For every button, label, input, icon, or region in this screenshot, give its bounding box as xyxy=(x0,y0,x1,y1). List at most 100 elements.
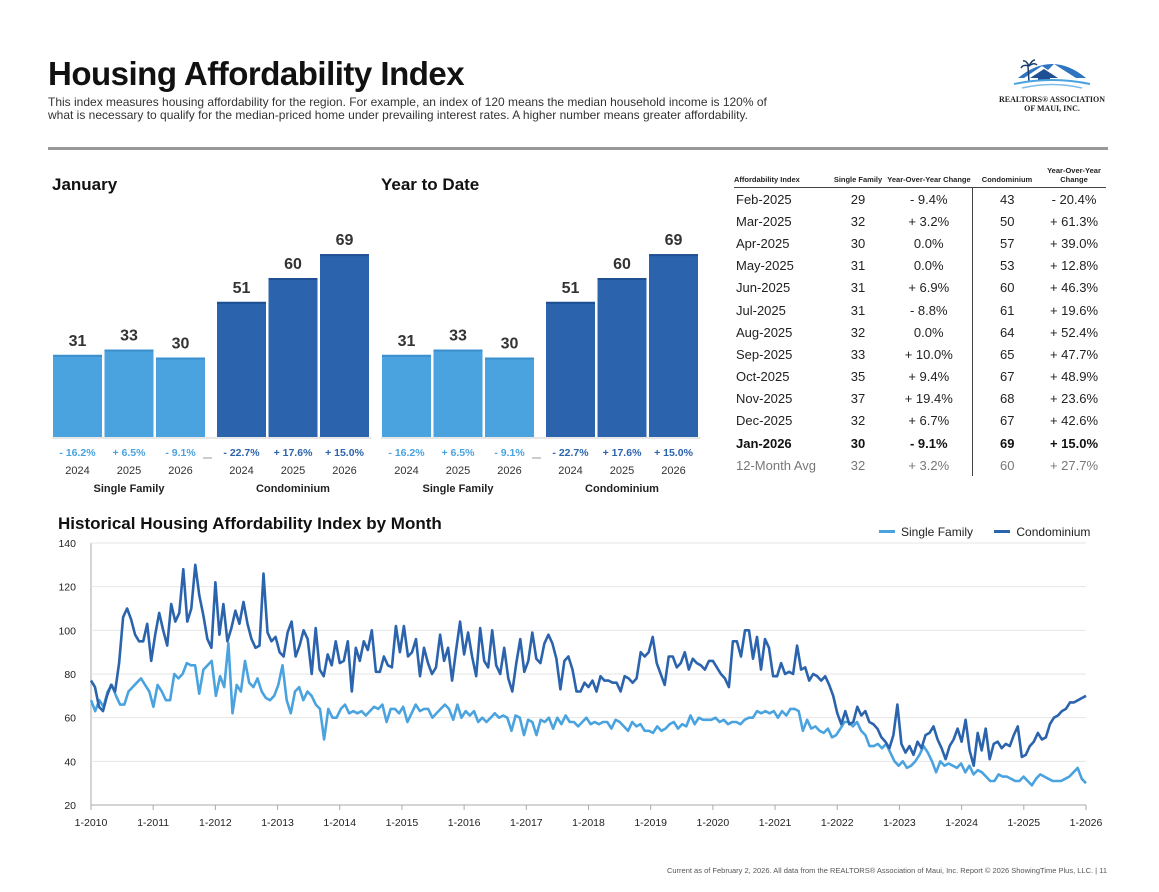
x-tick-label-1-2024: 1-2024 xyxy=(945,817,978,829)
cell-condominium: 65 xyxy=(1000,346,1015,362)
legend-swatch-condominium xyxy=(994,530,1011,533)
page-subtitle: This index measures housing affordabilit… xyxy=(48,95,767,122)
january-bar-single-family-2024 xyxy=(53,354,102,437)
y-tick-label-20: 20 xyxy=(64,800,76,812)
table-avg-row: 12-Month Avg 32 + 3.2% 60 + 27.7% xyxy=(734,454,1106,477)
cell-sf-change: + 6.9% xyxy=(886,276,973,299)
january-bar-cap-condominium-2026 xyxy=(320,254,369,257)
january-bar-condominium-2026 xyxy=(320,254,369,437)
series-line-condominium xyxy=(89,563,1087,767)
x-tick-label-1-2015: 1-2015 xyxy=(386,817,419,829)
ytd-bar-cap-condominium-2025 xyxy=(597,278,647,280)
header-divider xyxy=(48,147,1108,150)
ytd-bar-single-family-2026 xyxy=(485,357,534,437)
cell-single-family: 30 xyxy=(850,435,866,451)
cell-month: Apr-2025 xyxy=(736,235,790,251)
cell-condominium: 68 xyxy=(1000,391,1015,407)
logo-text-line1: REALTORS® ASSOCIATION xyxy=(999,95,1105,104)
ytd-year-label-single-family-2024: 2024 xyxy=(394,465,418,477)
cell-condo-change: + 12.8% xyxy=(1049,258,1099,274)
cell-condo-change: + 52.4% xyxy=(1049,324,1099,340)
january-bar-cap-condominium-2024 xyxy=(217,301,266,304)
january-change-label-condominium-2025: + 17.6% xyxy=(274,447,313,459)
page-footer: Current as of February 2, 2026. All data… xyxy=(666,866,1107,875)
cell-month: Jun-2025 xyxy=(736,280,791,296)
table-row: Feb-2025 29 - 9.4% 43 - 20.4% xyxy=(734,187,1106,211)
x-tick-label-1-2016: 1-2016 xyxy=(448,817,481,829)
y-tick-label-80: 80 xyxy=(64,669,76,681)
january-change-label-single-family-2025: + 6.5% xyxy=(113,447,147,459)
cell-single-family: 37 xyxy=(850,391,866,407)
cell-month: Sep-2025 xyxy=(736,346,793,362)
ytd-bar-condominium-2025 xyxy=(597,278,647,437)
january-bar-condominium-2025 xyxy=(268,278,318,437)
cell-sf-change: 0.0% xyxy=(886,254,973,277)
cell-sf-change: + 10.0% xyxy=(886,343,973,366)
ytd-bar-cap-single-family-2026 xyxy=(485,357,534,360)
january-bar-cap-single-family-2025 xyxy=(104,349,154,352)
cell-sf-change: + 19.4% xyxy=(886,387,973,410)
col-header-index: Affordability Index xyxy=(734,166,830,188)
ytd-year-label-single-family-2025: 2025 xyxy=(446,465,470,477)
january-change-label-single-family-2024: - 16.2% xyxy=(59,447,96,459)
table-row: Jun-2025 31 + 6.9% 60 + 46.3% xyxy=(734,276,1106,299)
ytd-value-label-condominium-2024: 51 xyxy=(562,280,580,297)
legend-single-family: Single Family xyxy=(879,525,973,539)
cell-month: Nov-2025 xyxy=(736,391,793,407)
ytd-value-label-single-family-2026: 30 xyxy=(501,336,519,353)
january-year-label-condominium-2025: 2025 xyxy=(281,465,305,477)
cell-single-family: 30 xyxy=(850,235,866,251)
cell-condo-change: - 20.4% xyxy=(1051,191,1097,207)
cell-condo-change: + 47.7% xyxy=(1049,346,1099,362)
january-value-label-condominium-2025: 60 xyxy=(284,256,302,273)
table-row: Jul-2025 31 - 8.8% 61 + 19.6% xyxy=(734,298,1106,322)
x-tick-label-1-2010: 1-2010 xyxy=(75,817,108,829)
january-bar-cap-single-family-2024 xyxy=(53,354,102,357)
cell-sf-change: + 3.2% xyxy=(886,454,973,477)
ytd-change-label-condominium-2025: + 17.6% xyxy=(603,447,642,459)
table-row: Apr-2025 30 0.0% 57 + 39.0% xyxy=(734,232,1106,255)
cell-sf-change: 0.0% xyxy=(886,232,973,255)
table-row: Jan-2026 30 - 9.1% 69 + 15.0% xyxy=(734,432,1106,455)
logo-graphic: REALTORS® ASSOCIATION OF MAUI, INC. xyxy=(999,59,1105,113)
y-tick-label-100: 100 xyxy=(58,625,76,637)
january-value-label-condominium-2024: 51 xyxy=(233,280,251,297)
historical-chart-title: Historical Housing Affordability Index b… xyxy=(58,514,442,533)
y-tick-label-40: 40 xyxy=(64,756,76,768)
ytd-value-label-single-family-2025: 33 xyxy=(449,328,467,345)
cell-month: May-2025 xyxy=(736,258,794,274)
ytd-chart-title: Year to Date xyxy=(381,175,480,194)
ytd-group-label-single-family: Single Family xyxy=(423,483,495,495)
cell-sf-change: + 9.4% xyxy=(886,365,973,388)
cell-condominium: 67 xyxy=(1000,413,1015,429)
cell-sf-change: 0.0% xyxy=(886,321,973,344)
table-row: May-2025 31 0.0% 53 + 12.8% xyxy=(734,254,1106,277)
logo-text-line2: OF MAUI, INC. xyxy=(1024,104,1080,113)
x-tick-label-1-2026: 1-2026 xyxy=(1070,817,1103,829)
january-year-label-single-family-2025: 2025 xyxy=(117,465,141,477)
table-row: Sep-2025 33 + 10.0% 65 + 47.7% xyxy=(734,343,1106,366)
january-bar-cap-condominium-2025 xyxy=(268,278,318,280)
cell-condominium: 43 xyxy=(1000,191,1015,207)
historical-line-chart: 20 40 60 80 100 120 140 1-2010 1-2011 1-2012 1-201… xyxy=(58,538,1103,829)
cell-single-family: 32 xyxy=(850,457,866,473)
ytd-bar-cap-single-family-2024 xyxy=(382,354,431,357)
ytd-bar-condominium-2024 xyxy=(546,301,595,437)
cell-condominium: 69 xyxy=(1000,435,1015,451)
col-header-condo-change: Year-Over-Year Change xyxy=(1042,166,1106,188)
january-year-label-condominium-2024: 2024 xyxy=(229,465,253,477)
ytd-year-label-condominium-2026: 2026 xyxy=(661,465,685,477)
cell-condominium: 67 xyxy=(1000,369,1015,385)
january-value-label-single-family-2025: 33 xyxy=(120,328,138,345)
table-row: Oct-2025 35 + 9.4% 67 + 48.9% xyxy=(734,365,1106,388)
table-row: Dec-2025 32 + 6.7% 67 + 42.6% xyxy=(734,409,1106,433)
legend-label-single-family: Single Family xyxy=(901,524,974,539)
january-change-label-condominium-2026: + 15.0% xyxy=(325,447,364,459)
january-bar-single-family-2026 xyxy=(156,357,205,437)
cell-month: Mar-2025 xyxy=(736,213,792,229)
january-change-label-single-family-2026: - 9.1% xyxy=(165,447,196,459)
y-tick-label-140: 140 xyxy=(58,538,76,550)
y-tick-label-60: 60 xyxy=(64,713,76,725)
cell-single-family: 33 xyxy=(850,346,866,362)
